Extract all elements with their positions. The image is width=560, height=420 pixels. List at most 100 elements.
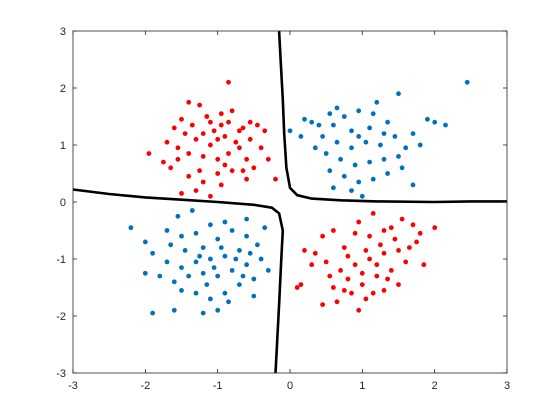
blue-data-point [425, 116, 430, 122]
red-data-point [189, 122, 195, 128]
blue-data-point [298, 134, 304, 139]
red-data-point [374, 273, 380, 279]
red-data-point [215, 156, 221, 162]
y-tick-label: 3 [60, 26, 66, 38]
blue-data-point [171, 307, 177, 313]
blue-data-point [309, 119, 315, 125]
red-data-point [186, 173, 192, 179]
blue-data-point [237, 248, 242, 253]
blue-data-point [381, 156, 387, 162]
blue-data-point [327, 168, 333, 174]
blue-data-point [193, 230, 199, 236]
blue-data-point [341, 114, 347, 119]
red-data-point [258, 145, 264, 151]
blue-data-point [359, 193, 365, 199]
blue-data-point [215, 273, 221, 279]
red-data-point [320, 233, 325, 239]
data-points-layer [128, 79, 470, 316]
blue-data-point [352, 162, 358, 168]
y-tick-label: -3 [56, 368, 66, 380]
red-data-point [164, 139, 170, 145]
red-data-point [222, 162, 228, 168]
blue-data-point [334, 105, 340, 111]
blue-data-point [258, 256, 264, 262]
blue-data-point [410, 182, 416, 188]
red-data-point [204, 114, 210, 119]
blue-data-point [208, 222, 213, 228]
blue-data-point [237, 282, 242, 287]
blue-data-point [262, 225, 268, 231]
red-data-point [363, 296, 369, 302]
red-data-point [273, 176, 278, 182]
red-data-point [345, 253, 351, 259]
blue-data-point [349, 188, 354, 194]
blue-data-point [385, 171, 390, 176]
blue-data-point [396, 154, 401, 159]
red-data-point [388, 225, 394, 231]
blue-data-point [410, 131, 416, 137]
red-data-point [197, 102, 203, 108]
red-data-point [186, 99, 192, 105]
red-data-point [229, 108, 235, 114]
blue-data-point [312, 145, 318, 151]
red-data-point [294, 285, 300, 290]
x-tick-label: -3 [68, 380, 78, 392]
red-data-point [244, 176, 250, 182]
blue-data-point [349, 145, 354, 151]
blue-data-point [244, 216, 250, 222]
red-data-point [388, 268, 394, 273]
red-data-point [378, 242, 383, 248]
red-data-point [432, 225, 438, 231]
blue-data-point [226, 299, 231, 305]
red-data-point [193, 136, 199, 142]
red-data-point [370, 211, 376, 216]
blue-data-point [244, 233, 250, 239]
x-tick-label: 3 [504, 380, 510, 392]
red-data-point [338, 268, 343, 273]
blue-data-point [208, 296, 213, 302]
blue-data-point [374, 99, 380, 105]
blue-data-point [179, 265, 184, 270]
red-data-point [381, 228, 387, 233]
red-data-point [396, 248, 401, 253]
red-data-point [218, 182, 224, 188]
y-tick-label: -2 [56, 311, 66, 323]
red-data-point [309, 262, 315, 268]
red-data-point [327, 273, 333, 279]
red-data-point [298, 282, 304, 287]
blue-data-point [367, 159, 372, 165]
blue-data-point [370, 176, 376, 182]
red-data-point [161, 159, 166, 165]
blue-data-point [182, 248, 188, 253]
red-data-point [341, 245, 347, 251]
blue-data-point [186, 273, 192, 279]
blue-data-point [443, 122, 448, 128]
blue-data-point [385, 119, 390, 125]
red-data-point [262, 128, 268, 134]
y-tick-label: -1 [56, 254, 66, 266]
blue-data-point [417, 142, 423, 148]
red-data-point [244, 156, 250, 162]
red-data-point [218, 111, 224, 117]
red-data-point [211, 128, 217, 134]
x-tick-label: 0 [287, 380, 293, 392]
blue-data-point [215, 236, 221, 242]
blue-data-point [157, 273, 163, 279]
red-data-point [197, 168, 203, 174]
blue-data-point [302, 116, 307, 122]
blue-data-point [215, 307, 221, 313]
blue-data-point [208, 256, 213, 262]
blue-data-point [399, 165, 405, 171]
blue-data-point [218, 245, 224, 251]
red-data-point [226, 119, 231, 125]
red-data-point [240, 168, 246, 174]
blue-data-point [327, 111, 333, 117]
blue-data-point [128, 225, 134, 231]
blue-data-point [244, 262, 250, 268]
red-data-point [331, 228, 336, 233]
red-data-point [414, 239, 419, 245]
blue-data-point [229, 228, 235, 233]
red-data-point [410, 222, 416, 228]
blue-data-point [247, 250, 253, 256]
